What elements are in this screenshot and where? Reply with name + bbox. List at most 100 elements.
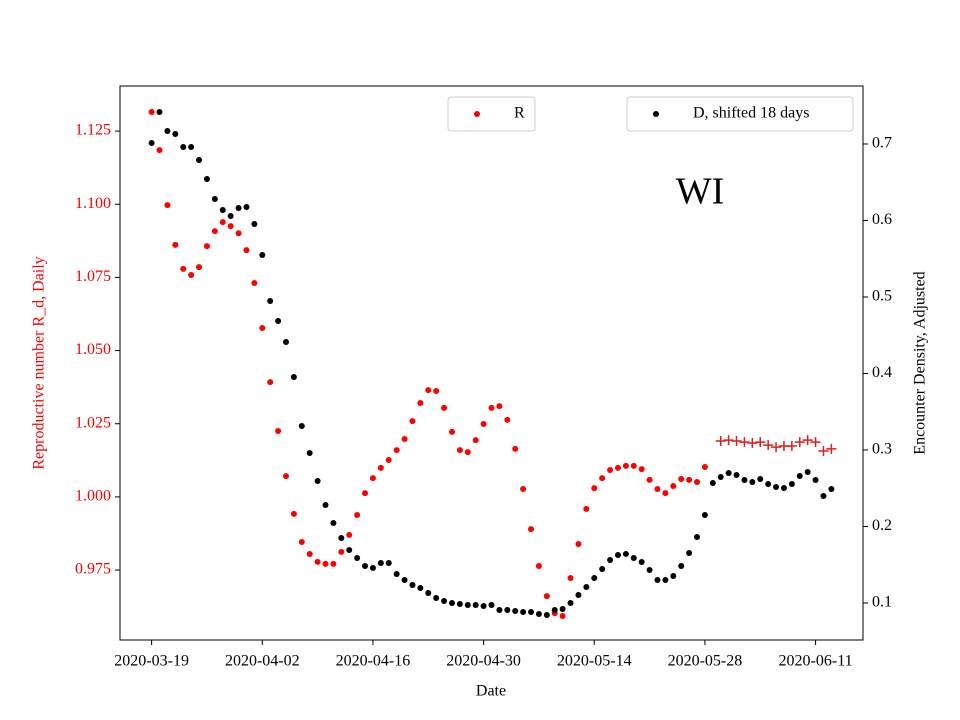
- point: [599, 475, 606, 482]
- point: [622, 462, 629, 469]
- y2-tick-label: 0.7: [872, 135, 892, 152]
- point: [314, 558, 321, 565]
- point: [496, 607, 503, 614]
- point: [543, 611, 550, 618]
- point: [591, 485, 598, 492]
- point: [472, 601, 479, 608]
- point: [377, 559, 384, 566]
- x-tick-label: 2020-05-28: [668, 653, 743, 670]
- point: [694, 533, 701, 540]
- y2-tick-label: 0.4: [872, 364, 892, 381]
- point: [575, 591, 582, 598]
- point: [528, 526, 535, 533]
- point: [441, 597, 448, 604]
- point: [796, 472, 803, 479]
- point: [496, 403, 503, 410]
- point: [306, 550, 313, 557]
- point: [148, 139, 155, 146]
- point: [322, 560, 329, 567]
- point: [804, 469, 811, 476]
- point: [354, 554, 361, 561]
- x-tick-label: 2020-04-30: [446, 653, 521, 670]
- y-tick-label: 1.000: [75, 488, 111, 505]
- point: [282, 338, 289, 345]
- x-tick-label: 2020-05-14: [557, 653, 632, 670]
- point: [235, 205, 242, 212]
- point: [583, 505, 590, 512]
- point: [338, 548, 345, 555]
- point: [512, 608, 519, 615]
- point: [670, 483, 677, 490]
- point: [290, 373, 297, 380]
- point: [275, 428, 282, 435]
- point: [243, 247, 250, 254]
- x-tick-label: 2020-06-11: [779, 653, 853, 670]
- legend-label: D, shifted 18 days: [693, 105, 809, 122]
- point: [259, 325, 266, 332]
- point: [731, 435, 742, 446]
- point: [219, 219, 226, 226]
- point: [741, 476, 748, 483]
- point: [480, 602, 487, 609]
- legend-marker: [474, 111, 480, 117]
- point: [354, 512, 361, 519]
- point: [788, 480, 795, 487]
- point: [701, 464, 708, 471]
- point: [717, 473, 724, 480]
- x-tick-label: 2020-04-02: [225, 653, 300, 670]
- point: [227, 212, 234, 219]
- point: [425, 589, 432, 596]
- point: [599, 566, 606, 573]
- point: [219, 207, 226, 214]
- y2-axis-label: Encounter Density, Adjusted: [912, 271, 929, 454]
- x-tick-label: 2020-04-16: [336, 653, 411, 670]
- legend-label: R: [514, 105, 525, 122]
- y2-tick-label: 0.1: [872, 594, 892, 611]
- point: [188, 272, 195, 279]
- point: [733, 471, 740, 478]
- point: [148, 109, 155, 116]
- point: [377, 464, 384, 471]
- point: [630, 462, 637, 469]
- point: [417, 584, 424, 591]
- y-axis-label: Reproductive number R_d, Daily: [31, 256, 48, 469]
- point: [282, 473, 289, 480]
- point: [763, 440, 774, 451]
- point: [686, 549, 693, 556]
- point: [203, 176, 210, 183]
- point: [385, 559, 392, 566]
- point: [251, 221, 258, 228]
- point: [298, 538, 305, 545]
- point: [715, 435, 726, 446]
- y-tick-label: 0.975: [75, 561, 111, 578]
- point: [614, 464, 621, 471]
- point: [709, 479, 716, 486]
- plot-frame: [119, 85, 864, 641]
- point: [780, 484, 787, 491]
- point: [686, 476, 693, 483]
- point: [488, 404, 495, 411]
- point: [662, 490, 669, 497]
- point: [818, 445, 829, 456]
- point: [678, 562, 685, 569]
- point: [567, 599, 574, 606]
- point: [172, 130, 179, 137]
- point: [771, 442, 782, 453]
- point: [567, 574, 574, 581]
- point: [654, 576, 661, 583]
- point: [393, 570, 400, 577]
- point: [211, 228, 218, 235]
- y-tick-label: 1.075: [75, 268, 111, 285]
- point: [235, 230, 242, 237]
- point: [330, 560, 337, 567]
- point: [670, 572, 677, 579]
- point: [504, 416, 511, 423]
- point: [520, 485, 527, 492]
- point: [535, 562, 542, 569]
- point: [551, 607, 558, 614]
- point: [385, 457, 392, 464]
- point: [346, 546, 353, 553]
- point: [591, 574, 598, 581]
- point: [290, 510, 297, 517]
